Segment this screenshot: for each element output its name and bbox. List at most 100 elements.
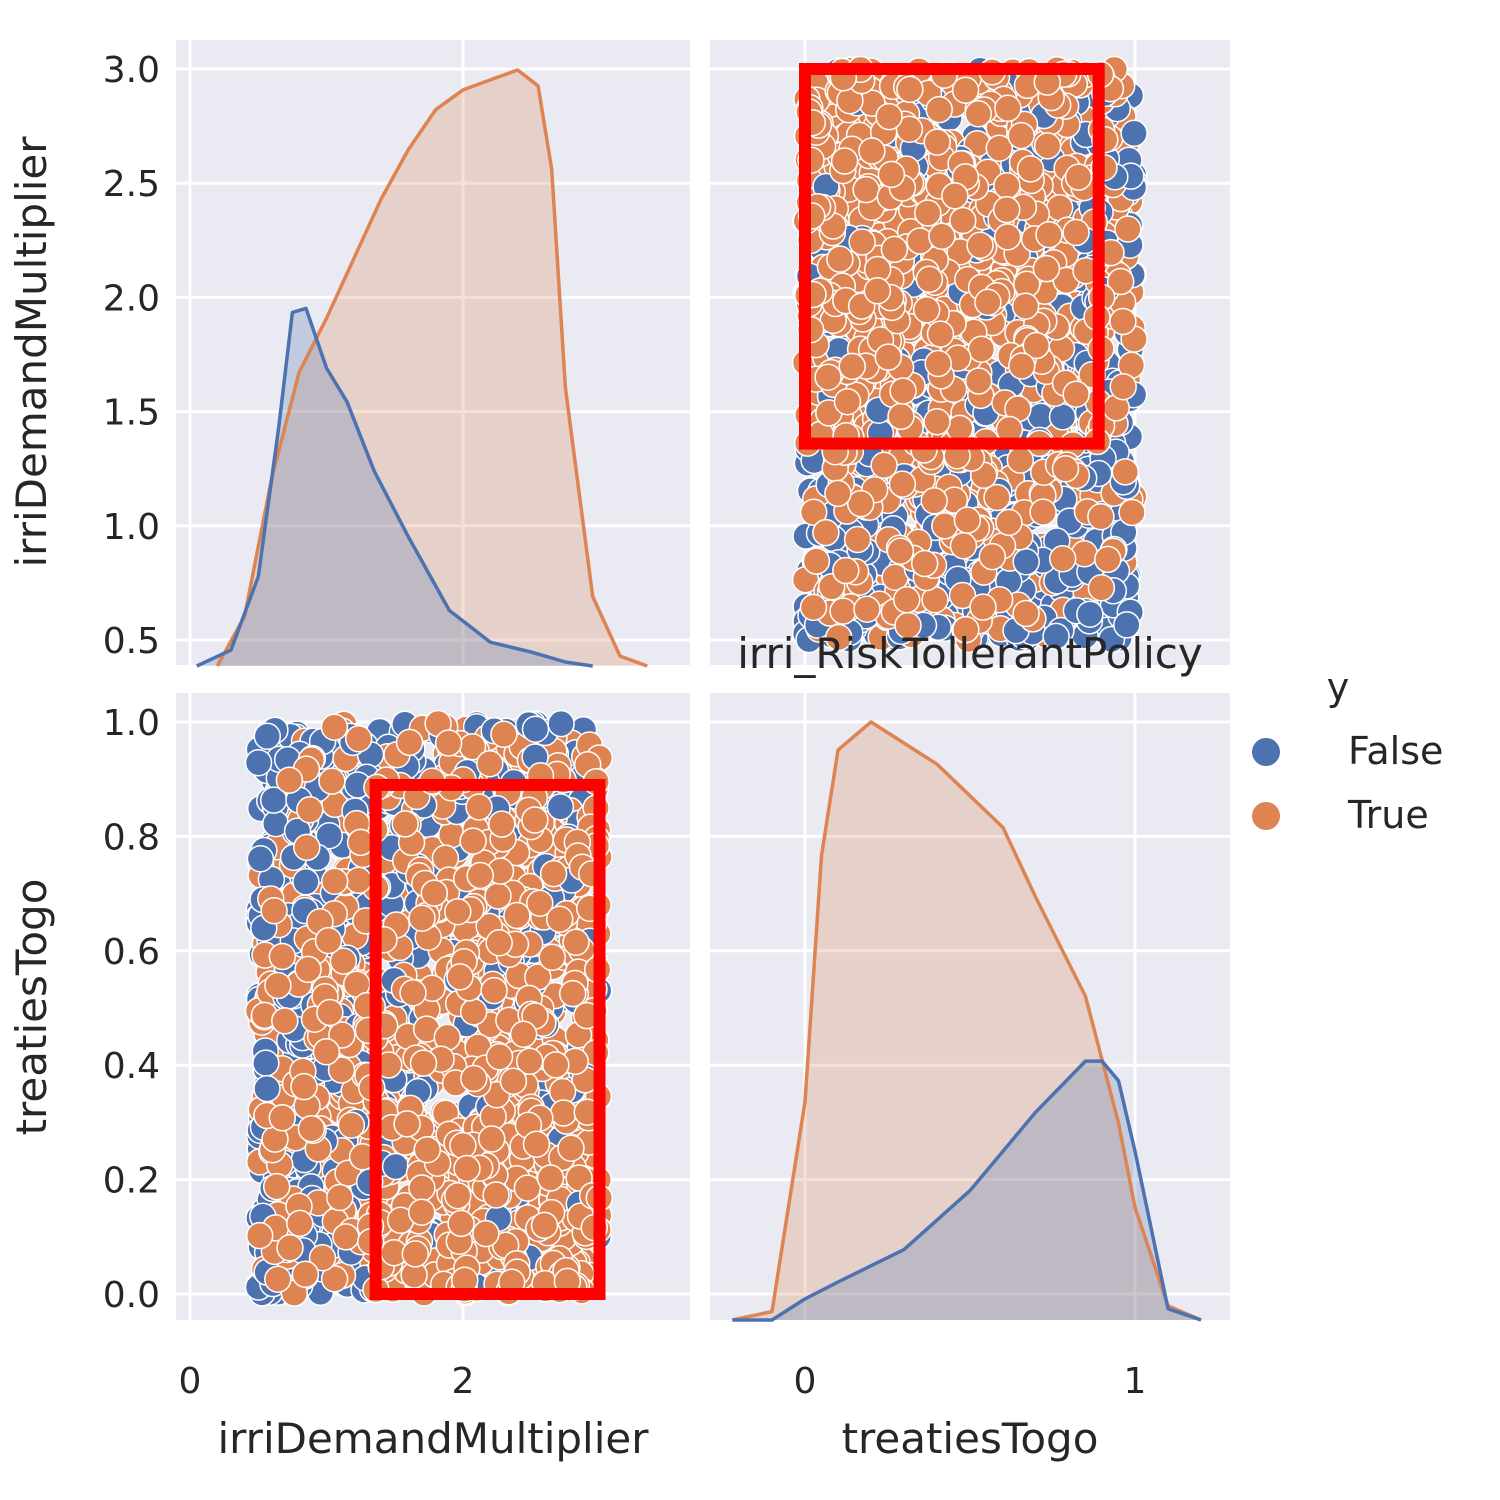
scatter-point [391, 810, 419, 838]
y-tick-label-treaties: 1.0 [103, 703, 160, 744]
scatter-point [413, 1135, 442, 1164]
scatter-point [395, 728, 424, 757]
scatter-point [268, 1104, 297, 1132]
scatter-point [994, 94, 1022, 123]
scatter-point [521, 715, 550, 743]
scatter-point [344, 866, 373, 895]
scatter-point [951, 76, 980, 104]
scatter-point [1016, 155, 1045, 183]
scatter-point [558, 979, 587, 1008]
scatter-point [846, 489, 875, 518]
scatter-point [513, 1174, 542, 1202]
scatter-point [843, 525, 872, 554]
scatter-point [490, 720, 518, 749]
scatter-point [877, 160, 906, 189]
scatter-point [892, 586, 921, 614]
scatter-point [460, 1064, 488, 1093]
scatter-point [446, 963, 474, 991]
scatter-point [1109, 307, 1137, 336]
highlight-box [369, 778, 606, 1300]
scatter-point [928, 222, 956, 251]
scatter-point [886, 537, 915, 565]
irri-kde-fill-false [196, 308, 593, 666]
scatter-point [503, 901, 531, 930]
scatter-point [320, 1265, 349, 1293]
scatter-point [1042, 622, 1070, 651]
scatter-point [276, 1234, 304, 1262]
scatter-point [293, 833, 321, 862]
scatter-point [870, 451, 898, 480]
scatter-point [318, 767, 346, 795]
scatter-point [546, 793, 575, 821]
scatter-point [992, 195, 1021, 224]
scatter-point [485, 1043, 514, 1071]
scatter-point [337, 1111, 366, 1139]
legend-marker-true [1250, 800, 1282, 832]
scatter-point [1064, 163, 1093, 191]
scatter-point [271, 1007, 299, 1035]
scatter-point [964, 367, 993, 395]
scatter-point [408, 904, 436, 932]
scatter-point [297, 1114, 326, 1143]
scatter-point [896, 75, 924, 104]
scatter-point [320, 713, 349, 741]
irri-kde-line-false [196, 306, 593, 668]
scatter-point [1094, 545, 1122, 574]
x-tick-label-irri: 0 [179, 1361, 202, 1402]
scatter-point [920, 487, 948, 515]
treaties-kde-line-true [732, 720, 1202, 1322]
scatter-point [1007, 121, 1035, 150]
scatter-point [286, 1209, 314, 1238]
scatter-point [1113, 611, 1141, 639]
scatter-point [1076, 600, 1104, 628]
scatter-point [401, 1240, 430, 1268]
treaties-kde-line-false [732, 1059, 1202, 1322]
scatter-point [829, 597, 857, 625]
scatter-point [1106, 267, 1135, 296]
y-axis-label-bottom: treatiesTogo [7, 879, 56, 1136]
scatter-point [1062, 218, 1090, 247]
scatter-point [832, 556, 860, 585]
scatter-point [312, 1038, 341, 1066]
scatter-point [1062, 380, 1090, 408]
scatter-point [799, 498, 828, 526]
scatter-point [969, 593, 997, 621]
scatter-point [924, 349, 952, 378]
tick-labels: 0 2 0 1 0.5 1.0 1.5 2.0 2.5 3.0 0.0 0.2 0.4 0.6 0.8 1.0 [103, 50, 1147, 1402]
scatter-point [1012, 548, 1040, 576]
scatter-point [880, 235, 909, 264]
legend-label-true: True [1347, 793, 1429, 837]
scatter-point [434, 729, 463, 757]
scatter-point [268, 942, 297, 971]
scatter-point [995, 508, 1023, 537]
scatter-point [315, 821, 344, 850]
scatter-point [542, 1051, 570, 1079]
scatter-point [344, 725, 373, 753]
scatter-point [1048, 403, 1077, 431]
scatter-point [949, 206, 977, 235]
scatter-point [409, 1049, 438, 1077]
scatter-point [812, 518, 840, 547]
scatter-point [547, 709, 575, 738]
y-tick-label-irri: 0.5 [103, 621, 160, 662]
x-axis-label-left: irriDemandMultiplier [217, 1414, 649, 1463]
scatter-point [253, 1074, 281, 1103]
scatter-point [926, 320, 955, 348]
scatter-point [1118, 498, 1146, 527]
y-tick-label-treaties: 0.0 [103, 1275, 160, 1316]
scatter-point [252, 1049, 280, 1077]
scatter-point [260, 896, 288, 925]
scatter-point [484, 882, 512, 910]
scatter-point [290, 1072, 318, 1101]
scatter-point [332, 1223, 360, 1251]
scatter-point [1087, 502, 1115, 531]
scatter-point [802, 547, 831, 575]
scatter-point [407, 1198, 436, 1226]
y-tick-label-treaties: 0.4 [103, 1046, 160, 1087]
scatter-point [459, 998, 488, 1026]
scatter-point [925, 95, 953, 124]
y-axis-label-top: irriDemandMultiplier [7, 136, 56, 568]
scatter-point [1029, 498, 1057, 526]
highlight-box [799, 63, 1105, 450]
